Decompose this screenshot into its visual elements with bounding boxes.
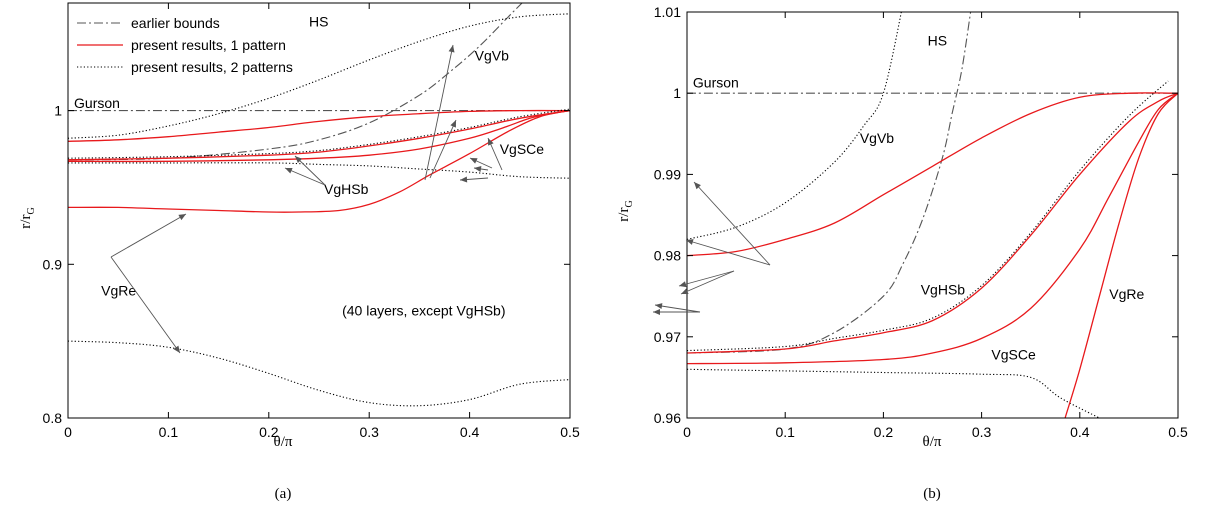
panel-b-chart: (b) θ/π r/rG 0 0.1 0.2 0.3 0.4 0.5 0.96 0.97 0.9… bbox=[616, 4, 1188, 502]
series-group bbox=[687, 12, 1178, 418]
annotation-arrow bbox=[680, 270, 735, 295]
panel-a-ylabel: r/rG bbox=[18, 207, 37, 228]
x-tick-label: 0 bbox=[64, 424, 72, 440]
panel-a-ylabel-sub: G bbox=[26, 207, 37, 214]
plot-frame bbox=[67, 2, 571, 419]
annotation-label: VgSCe bbox=[500, 141, 545, 157]
series-dotted-2 bbox=[687, 12, 902, 240]
plot-frame bbox=[686, 11, 1179, 419]
annotation-label: HS bbox=[928, 32, 947, 48]
series-solid-3 bbox=[687, 92, 1178, 257]
x-tick-label: 0.5 bbox=[560, 424, 580, 440]
series-dotted-5 bbox=[687, 80, 1169, 352]
annotation-arrow bbox=[678, 270, 735, 287]
annotation-arrow bbox=[424, 44, 454, 181]
x-tick-label: 0.2 bbox=[259, 424, 279, 440]
arrow-head bbox=[488, 138, 494, 146]
annotation-label: (40 layers, except VgHSb) bbox=[342, 302, 505, 318]
annotation-arrow bbox=[284, 167, 326, 186]
panel-b-label: (b) bbox=[923, 486, 941, 502]
arrow-head bbox=[474, 166, 482, 172]
panel-b-ylabel-sub: G bbox=[624, 200, 635, 207]
arrow-head bbox=[681, 288, 689, 294]
arrow-head bbox=[686, 239, 694, 245]
arrow-head bbox=[694, 182, 701, 190]
series-dashdot-0 bbox=[687, 12, 972, 354]
annotation-arrow bbox=[654, 304, 701, 313]
annotation-label: VgRe bbox=[101, 282, 136, 298]
panel-a-ylabel-main: r/r bbox=[18, 215, 34, 229]
arrow-head bbox=[655, 303, 663, 309]
annotation-label: VgVb bbox=[475, 47, 509, 63]
y-tick-label: 0.98 bbox=[654, 248, 681, 264]
series-solid-6 bbox=[68, 109, 570, 163]
arrow-head bbox=[679, 281, 687, 288]
x-tick-label: 0.5 bbox=[1168, 424, 1188, 440]
annotation-label: HS bbox=[309, 13, 328, 29]
x-tick-label: 0.4 bbox=[1070, 424, 1090, 440]
series-dotted-9 bbox=[68, 340, 570, 407]
panel-b-xlabel: θ/π bbox=[923, 434, 942, 450]
series-solid-6 bbox=[687, 92, 1178, 365]
arrow-head bbox=[285, 168, 293, 174]
arrow-head bbox=[448, 45, 455, 53]
legend-label: present results, 1 pattern bbox=[131, 37, 286, 53]
series-solid-4 bbox=[68, 109, 570, 161]
y-tick-label: 0.9 bbox=[43, 256, 63, 272]
series-dotted-7 bbox=[68, 162, 570, 179]
series-solid-4 bbox=[687, 92, 1178, 354]
annotation-label: VgHSb bbox=[324, 181, 369, 197]
arrow-head bbox=[470, 158, 478, 164]
x-tick-label: 0.3 bbox=[359, 424, 379, 440]
series-dashdot-0 bbox=[68, 3, 523, 161]
panel-b-ylabel: r/rG bbox=[616, 200, 635, 221]
annotation-label: Gurson bbox=[74, 95, 120, 111]
arrow-head bbox=[173, 345, 180, 353]
annotation-label: VgSCe bbox=[991, 347, 1036, 363]
x-tick-label: 0.3 bbox=[972, 424, 992, 440]
y-tick-label: 1 bbox=[54, 103, 62, 119]
x-tick-label: 0.1 bbox=[159, 424, 179, 440]
series-group bbox=[68, 3, 570, 407]
annotation-arrow bbox=[429, 119, 457, 179]
panel-a-xlabel: θ/π bbox=[274, 434, 293, 450]
series-solid-8 bbox=[68, 109, 570, 213]
x-tick-label: 0.4 bbox=[460, 424, 480, 440]
arrow-head bbox=[460, 176, 468, 183]
panel-b-ylabel-main: r/r bbox=[616, 208, 632, 222]
legend-label: present results, 2 patterns bbox=[131, 59, 293, 75]
arrow-head bbox=[450, 120, 456, 128]
series-dotted-3 bbox=[68, 13, 570, 139]
annotation-arrow bbox=[110, 256, 181, 354]
series-dotted-7 bbox=[687, 368, 1100, 418]
legend-label: earlier bounds bbox=[131, 15, 220, 31]
series-solid-8 bbox=[1064, 92, 1178, 418]
arrow-head bbox=[653, 309, 660, 315]
annotation-label: VgRe bbox=[1109, 286, 1144, 302]
y-tick-label: 0.97 bbox=[654, 329, 681, 345]
panel-a-label: (a) bbox=[275, 486, 292, 502]
annotation-label: VgHSb bbox=[921, 282, 966, 298]
x-tick-label: 0 bbox=[683, 424, 691, 440]
y-tick-label: 0.8 bbox=[43, 410, 63, 426]
annotation-arrow bbox=[110, 213, 187, 258]
y-tick-label: 0.96 bbox=[654, 410, 681, 426]
series-solid-2 bbox=[68, 109, 570, 142]
arrow-head bbox=[178, 214, 186, 221]
x-tick-label: 0.1 bbox=[775, 424, 795, 440]
arrow-head bbox=[295, 156, 303, 163]
annotation-arrow bbox=[685, 239, 771, 266]
y-tick-label: 1 bbox=[673, 85, 681, 101]
y-tick-label: 0.99 bbox=[654, 166, 681, 182]
annotation-label: Gurson bbox=[693, 75, 739, 91]
x-tick-label: 0.2 bbox=[874, 424, 894, 440]
y-tick-label: 1.01 bbox=[654, 4, 681, 20]
series-dotted-5 bbox=[68, 108, 570, 159]
annotation-arrow bbox=[693, 181, 771, 266]
legend: earlier bounds present results, 1 pattern… bbox=[77, 15, 293, 75]
annotation-label: VgVb bbox=[860, 130, 894, 146]
panel-a-chart: (a) θ/π r/rG 0 0.1 0.2 0.3 0.4 0.5 0.8 0.9 1 HS Gu… bbox=[18, 2, 580, 502]
